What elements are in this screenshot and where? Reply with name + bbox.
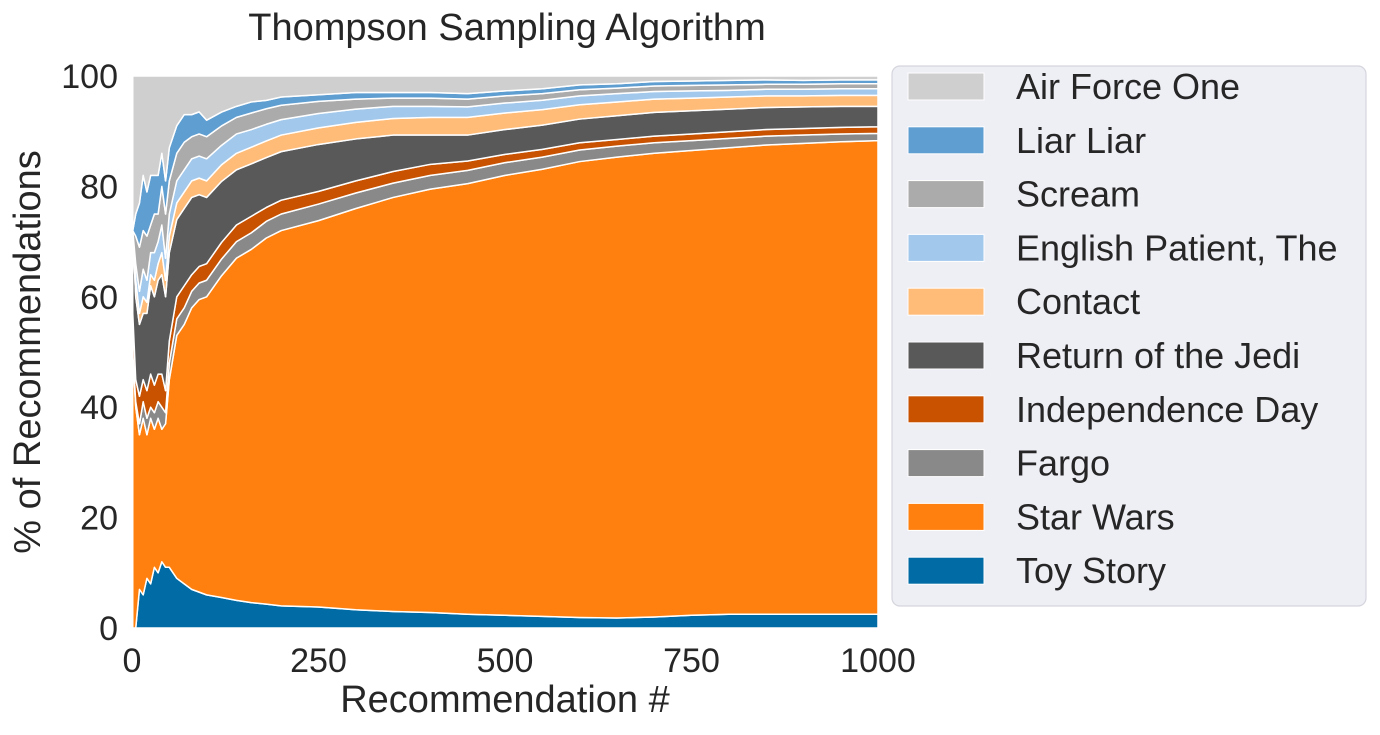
legend-swatch [907,449,985,478]
x-tick-label: 750 [663,642,720,680]
legend-label: Liar Liar [1016,120,1146,161]
y-tick-label: 40 [80,389,118,427]
legend-label: Scream [1016,174,1140,215]
legend-swatch [907,287,985,316]
legend-label: Return of the Jedi [1016,335,1300,376]
legend-label: Fargo [1016,443,1110,484]
legend-label: Contact [1016,281,1140,322]
legend-swatch [907,126,985,155]
area-series-air-force-one [132,75,879,232]
x-tick-label: 250 [290,642,347,680]
legend-background [891,65,1367,607]
legend-swatch [907,556,985,585]
legend-swatch [907,72,985,101]
y-tick-label: 80 [80,168,118,206]
legend-label: Toy Story [1016,550,1166,591]
legend-swatch [907,180,985,209]
y-tick-label: 60 [80,279,118,317]
legend-swatch [907,395,985,424]
legend-label: English Patient, The [1016,227,1338,268]
y-tick-label: 20 [80,500,118,538]
x-axis-ticks: 0 250 500 750 1000 [123,642,916,680]
legend-swatch [907,233,985,262]
legend-swatch [907,341,985,370]
y-axis-label: % of Recommendations [7,150,49,553]
x-tick-label: 500 [477,642,534,680]
legend-label: Air Force One [1016,66,1240,107]
y-axis-ticks: 0 20 40 60 80 100 [61,58,118,648]
y-tick-label: 0 [99,610,118,648]
legend-label: Star Wars [1016,496,1175,537]
x-axis-label: Recommendation # [340,679,670,721]
x-tick-label: 0 [123,642,142,680]
legend-label: Independence Day [1016,389,1318,430]
chart-title: Thompson Sampling Algorithm [248,7,765,49]
y-tick-label: 100 [61,58,118,96]
x-tick-label: 1000 [840,642,916,680]
plot-area [132,75,879,629]
legend: Air Force One Liar Liar Scream English Pati… [891,65,1367,607]
legend-swatch [907,502,985,531]
